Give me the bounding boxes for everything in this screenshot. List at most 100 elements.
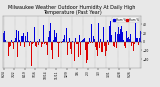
Bar bbox=[118, 27, 119, 42]
Bar bbox=[80, 42, 81, 55]
Bar bbox=[54, 30, 55, 42]
Bar bbox=[4, 23, 5, 42]
Bar bbox=[24, 42, 25, 47]
Bar bbox=[18, 31, 19, 42]
Bar bbox=[126, 31, 127, 42]
Bar bbox=[49, 31, 50, 42]
Bar bbox=[79, 35, 80, 42]
Bar bbox=[92, 42, 93, 43]
Bar bbox=[53, 40, 54, 42]
Bar bbox=[51, 42, 52, 50]
Bar bbox=[108, 42, 109, 45]
Bar bbox=[72, 41, 73, 42]
Bar bbox=[97, 42, 98, 56]
Bar bbox=[46, 42, 47, 45]
Bar bbox=[103, 27, 104, 42]
Bar bbox=[70, 42, 71, 49]
Bar bbox=[30, 41, 31, 42]
Bar bbox=[67, 42, 68, 55]
Bar bbox=[119, 34, 120, 42]
Bar bbox=[21, 35, 22, 42]
Bar bbox=[11, 40, 12, 42]
Bar bbox=[91, 24, 92, 42]
Bar bbox=[124, 42, 125, 46]
Bar bbox=[66, 28, 67, 42]
Bar bbox=[26, 41, 27, 42]
Bar bbox=[86, 42, 87, 63]
Bar bbox=[68, 42, 69, 43]
Bar bbox=[36, 42, 37, 47]
Bar bbox=[16, 42, 17, 50]
Bar bbox=[20, 42, 21, 46]
Bar bbox=[100, 39, 101, 42]
Bar bbox=[135, 23, 136, 42]
Bar bbox=[107, 40, 108, 42]
Bar bbox=[10, 42, 11, 46]
Bar bbox=[25, 36, 26, 42]
Bar bbox=[69, 38, 70, 42]
Bar bbox=[34, 27, 35, 42]
Bar bbox=[56, 33, 57, 42]
Bar bbox=[133, 42, 134, 52]
Bar bbox=[122, 32, 123, 42]
Bar bbox=[52, 42, 53, 59]
Bar bbox=[32, 42, 33, 44]
Bar bbox=[129, 39, 130, 42]
Bar bbox=[22, 36, 23, 42]
Bar bbox=[55, 37, 56, 42]
Bar bbox=[42, 42, 43, 50]
Bar bbox=[39, 42, 40, 56]
Bar bbox=[71, 42, 72, 54]
Bar bbox=[82, 40, 83, 42]
Bar bbox=[137, 38, 138, 42]
Bar bbox=[64, 35, 65, 42]
Bar bbox=[57, 42, 58, 43]
Bar bbox=[23, 33, 24, 42]
Bar bbox=[63, 39, 64, 42]
Bar bbox=[37, 41, 38, 42]
Bar bbox=[28, 41, 29, 42]
Bar bbox=[114, 42, 115, 47]
Bar bbox=[111, 35, 112, 42]
Bar bbox=[29, 42, 30, 46]
Bar bbox=[60, 42, 61, 52]
Bar bbox=[94, 39, 95, 42]
Bar bbox=[58, 42, 59, 57]
Bar bbox=[106, 42, 107, 51]
Bar bbox=[78, 42, 79, 57]
Bar bbox=[115, 32, 116, 42]
Bar bbox=[61, 42, 62, 43]
Bar bbox=[88, 42, 89, 44]
Bar bbox=[96, 42, 97, 50]
Legend: Hum %, Hum %: Hum %, Hum % bbox=[112, 17, 139, 22]
Bar bbox=[90, 42, 91, 43]
Bar bbox=[98, 23, 99, 42]
Bar bbox=[43, 25, 44, 42]
Bar bbox=[89, 38, 90, 42]
Bar bbox=[27, 42, 28, 51]
Bar bbox=[59, 42, 60, 43]
Bar bbox=[127, 32, 128, 42]
Bar bbox=[130, 34, 131, 42]
Bar bbox=[5, 40, 6, 42]
Bar bbox=[117, 34, 118, 42]
Bar bbox=[41, 42, 42, 47]
Bar bbox=[123, 40, 124, 42]
Bar bbox=[50, 23, 51, 42]
Bar bbox=[81, 41, 82, 42]
Bar bbox=[113, 42, 114, 46]
Bar bbox=[3, 33, 4, 42]
Bar bbox=[101, 42, 102, 43]
Bar bbox=[77, 42, 78, 44]
Bar bbox=[83, 36, 84, 42]
Bar bbox=[35, 42, 36, 46]
Bar bbox=[15, 38, 16, 42]
Bar bbox=[120, 29, 121, 42]
Bar bbox=[85, 42, 86, 50]
Bar bbox=[76, 42, 77, 44]
Bar bbox=[95, 42, 96, 55]
Bar bbox=[104, 41, 105, 42]
Bar bbox=[48, 36, 49, 42]
Bar bbox=[102, 42, 103, 52]
Bar bbox=[93, 36, 94, 42]
